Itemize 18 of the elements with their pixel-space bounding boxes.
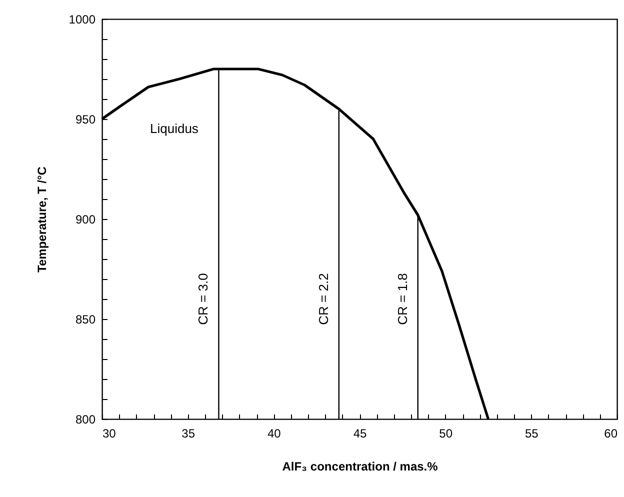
x-tick-label: 60 (604, 426, 618, 440)
annotation: CR = 2.2 (316, 273, 331, 325)
y-tick-label: 800 (75, 412, 96, 426)
annotation: Liquidus (150, 121, 199, 136)
y-tick-label: 900 (75, 212, 96, 226)
y-axis-title: Temperature, T /°C (34, 166, 49, 272)
x-tick-label: 50 (439, 426, 453, 440)
x-tick-label: 45 (353, 426, 367, 440)
x-tick-label: 55 (524, 426, 539, 440)
annotation: CR = 3.0 (196, 273, 211, 325)
y-tick-label: 950 (75, 112, 96, 126)
y-tick-label: 850 (75, 312, 96, 326)
x-axis-title: AlF₃ concentration / mas.% (282, 460, 438, 474)
y-tick-label: 1000 (68, 12, 96, 26)
x-tick-label: 40 (267, 426, 282, 440)
annotation: CR = 1.8 (394, 273, 410, 325)
x-tick-label: 35 (182, 426, 196, 440)
x-tick-label: 30 (102, 426, 116, 440)
